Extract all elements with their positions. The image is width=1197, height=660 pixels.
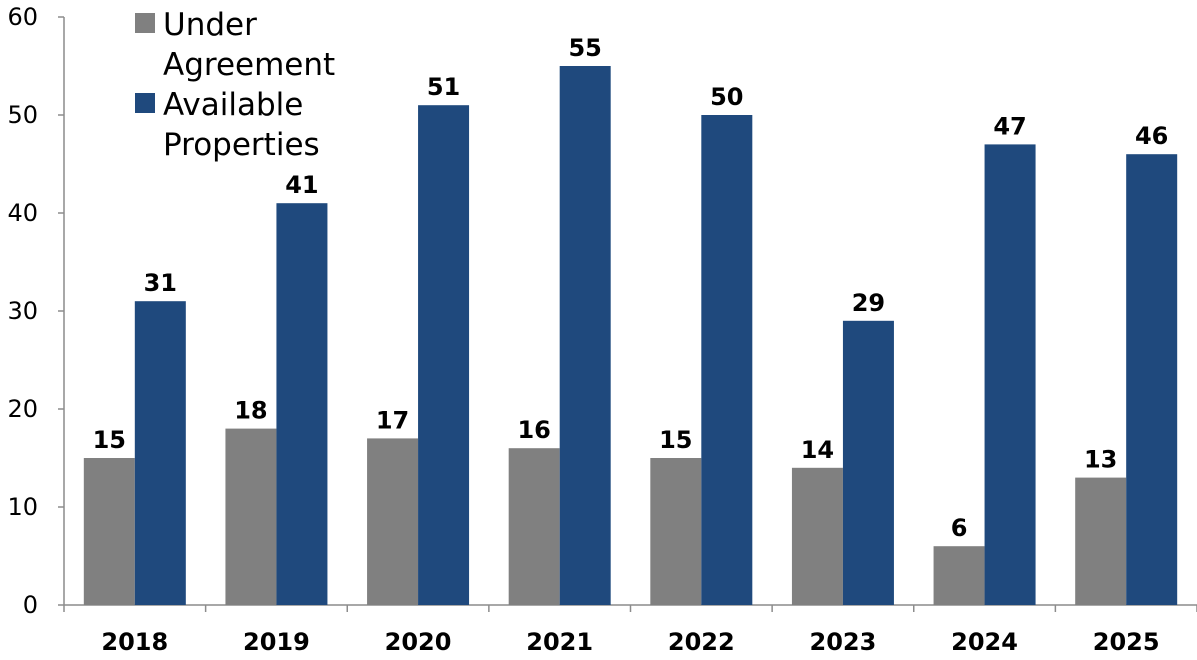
x-tick-label: 2021 — [526, 628, 593, 656]
data-label: 15 — [659, 426, 692, 454]
data-label: 17 — [376, 406, 409, 434]
bar-under-agreement-2022 — [650, 458, 702, 605]
bar-available-properties-2022 — [701, 115, 753, 605]
data-label: 46 — [1135, 122, 1168, 150]
data-label: 55 — [568, 34, 601, 62]
bar-under-agreement-2019 — [225, 428, 277, 605]
legend-item-under-agreement: Under Agreement — [135, 7, 335, 83]
legend-item-available-properties: Available Properties — [135, 87, 320, 163]
data-label: 13 — [1084, 446, 1117, 474]
bar-available-properties-2020 — [418, 105, 470, 605]
x-tick-label: 2025 — [1093, 628, 1160, 656]
bar-available-properties-2025 — [1126, 154, 1178, 605]
data-label: 6 — [951, 514, 968, 542]
y-tick-label: 10 — [7, 493, 38, 521]
data-label: 51 — [427, 73, 460, 101]
data-label: 14 — [801, 436, 834, 464]
data-label: 29 — [852, 289, 885, 317]
x-tick-label: 2018 — [101, 628, 168, 656]
bar-under-agreement-2021 — [508, 448, 560, 605]
bar-under-agreement-2018 — [83, 458, 135, 605]
bar-available-properties-2021 — [559, 66, 611, 605]
bars — [83, 66, 1178, 605]
y-axis: 0 10 20 30 40 50 60 — [7, 3, 65, 619]
legend-swatch — [135, 13, 155, 33]
data-label: 50 — [710, 83, 743, 111]
data-labels: 15 31 18 41 17 51 16 55 15 50 14 29 6 47 13 46 — [93, 34, 1169, 542]
x-axis: 2018 2019 2020 2021 2022 2023 2024 2025 — [63, 604, 1197, 656]
bar-under-agreement-2023 — [791, 467, 843, 605]
bar-under-agreement-2024 — [933, 546, 985, 605]
x-tick-label: 2019 — [243, 628, 310, 656]
x-tick-label: 2020 — [385, 628, 452, 656]
bar-available-properties-2024 — [984, 144, 1036, 605]
y-tick-label: 60 — [7, 3, 38, 31]
data-label: 16 — [517, 416, 550, 444]
bar-under-agreement-2020 — [367, 438, 419, 605]
bar-available-properties-2018 — [134, 301, 186, 605]
data-label: 18 — [234, 397, 267, 425]
bar-under-agreement-2025 — [1075, 477, 1127, 605]
data-label: 41 — [285, 171, 318, 199]
bar-available-properties-2023 — [842, 320, 894, 605]
y-tick-label: 30 — [7, 297, 38, 325]
bar-available-properties-2019 — [276, 203, 328, 605]
x-tick-label: 2022 — [668, 628, 735, 656]
data-label: 47 — [993, 112, 1026, 140]
y-tick-label: 0 — [23, 591, 38, 619]
y-tick-label: 20 — [7, 395, 38, 423]
x-tick-label: 2023 — [810, 628, 877, 656]
x-tick-label: 2024 — [951, 628, 1018, 656]
legend-label: Under Agreement — [163, 7, 335, 83]
data-label: 15 — [93, 426, 126, 454]
y-tick-label: 40 — [7, 199, 38, 227]
y-tick-label: 50 — [7, 101, 38, 129]
legend-label: Available Properties — [163, 87, 320, 163]
legend-swatch — [135, 93, 155, 113]
data-label: 31 — [144, 269, 177, 297]
